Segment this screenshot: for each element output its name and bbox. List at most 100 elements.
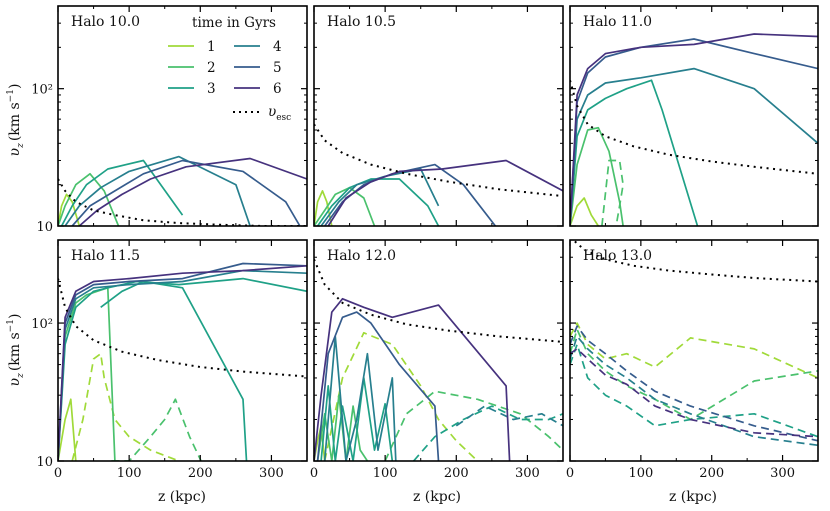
svg-text:υz(km s−1): υz (km s−1) [6,314,26,387]
series-line-1 [58,398,77,461]
series-line-3 [570,343,818,438]
x-tick-label: 300 [259,466,284,481]
y-label-units: (km s [7,332,23,371]
panel-title: Halo 10.0 [71,14,140,30]
series-line-esc [314,258,563,343]
panel-title: Halo 13.0 [583,248,652,264]
panel-frame [57,5,308,227]
series-group [570,240,818,447]
legend-entries: 1 2 3 4 5 6 [168,39,282,97]
series-line-3b [100,280,248,461]
panel-frame [313,5,564,227]
x-axis-title-col3: z (kpc) [669,489,717,505]
series-line-3 [316,178,440,226]
series-line-3 [60,159,184,226]
series-line-esc [58,178,307,226]
x-tick-label: 0 [566,466,574,481]
y-label-units: (km s [7,102,23,141]
series-line-1d [71,352,181,461]
legend-entry-4: 4 [234,39,282,55]
y-label-exp: −1 [6,319,16,332]
series-line-1 [570,322,818,379]
series-line-3 [320,377,394,461]
series-group [58,262,307,461]
y-axis-title-top: υz (km s−1) [6,84,26,157]
panel-title: Halo 11.5 [71,248,140,264]
legend-esc-label: υesc [268,104,291,123]
series-line-4d [455,405,563,427]
y-axis-title-bottom: υz (km s−1) [6,314,26,387]
series-line-1d [323,331,479,461]
series-line-4 [58,269,307,461]
legend-entry-5: 5 [234,60,282,76]
x-tick-label: 100 [117,466,142,481]
series-line-2 [314,186,376,226]
legend-title: time in Gyrs [192,15,276,31]
legend-label: 2 [207,60,216,76]
panel-3: Halo 11.0 [569,5,819,227]
series-line-3 [58,277,307,461]
series-line-2d [384,390,563,461]
legend-entry-3: 3 [168,81,216,97]
x-tick-label: 0 [54,466,62,481]
y-tick-label: 10² [31,317,53,332]
series-line-4 [64,155,251,226]
legend-entry-6: 6 [234,81,282,97]
series-line-5 [58,262,307,461]
x-tick-label: 200 [699,466,724,481]
series-line-6 [570,33,818,226]
panel-title: Halo 11.0 [583,14,652,30]
legend-label: 6 [273,81,282,97]
x-tick-label: 100 [373,466,398,481]
y-tick-label: 10 [36,220,53,235]
svg-text:υz(km s−1): υz (km s−1) [6,84,26,157]
x-axis-title-col1: z (kpc) [158,489,206,505]
legend-label: 1 [207,39,216,55]
x-tick-label: 200 [444,466,469,481]
panel-2: Halo 10.5 [313,5,564,227]
panel-frame [569,5,819,227]
series-line-2 [570,126,624,226]
panel-frame [57,239,308,462]
panel-4: 0 100 200 300 10 10² Halo 11.5 [31,239,308,481]
panel-title: Halo 12.0 [327,248,396,264]
series-line-2 [570,328,818,421]
panel-frame [313,239,564,462]
panel-5: 0 100 200 300 Halo 12.0 [310,239,564,481]
series-line-4 [323,335,397,461]
y-tick-label: 10 [36,455,53,470]
series-line-5 [570,38,818,226]
legend-entry-1: 1 [168,39,216,55]
panel-1: 10 10² Halo 10.0 [31,5,308,235]
series-line-6 [314,297,511,461]
series-line-3 [570,79,699,226]
y-label-exp: −1 [6,89,16,102]
legend-label: 3 [207,81,216,97]
series-line-esc [570,80,818,175]
legend-label: 5 [273,60,282,76]
y-label-main: υ [7,147,23,156]
y-label-close: ) [7,314,23,319]
y-tick-label: 10² [31,83,53,98]
panel-title: Halo 10.5 [327,14,396,30]
series-group [314,123,563,226]
x-tick-label: 200 [188,466,213,481]
series-line-5 [316,311,440,461]
series-line-3d [412,405,563,461]
series-line-4 [320,168,440,226]
series-line-1 [58,193,81,226]
x-tick-label: 300 [515,466,540,481]
series-line-2d [111,398,203,461]
series-line-4 [570,67,818,226]
series-group [314,258,563,461]
series-group [58,155,307,226]
x-tick-label: 0 [310,466,318,481]
y-label-main: υ [7,377,23,386]
series-line-6 [58,264,307,461]
series-line-4 [570,335,818,447]
legend-entry-2: 2 [168,60,216,76]
y-label-close: ) [7,84,23,89]
x-axis-title-col2: z (kpc) [413,489,461,505]
